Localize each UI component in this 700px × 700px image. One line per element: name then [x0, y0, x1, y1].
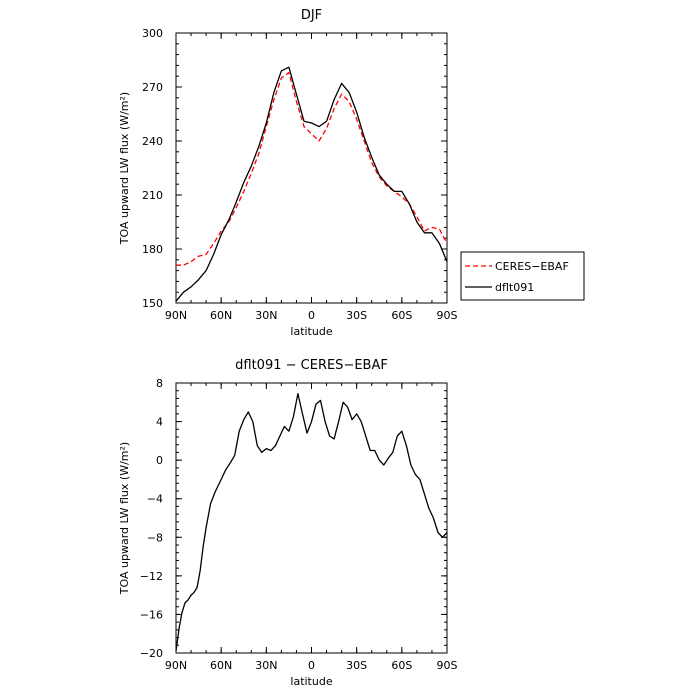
y-tick-label: −20 [140, 647, 163, 660]
x-tick-label: 0 [308, 659, 315, 672]
y-tick-label: −16 [140, 608, 163, 621]
x-tick-label: 90S [437, 309, 458, 322]
y-tick-label: 0 [156, 454, 163, 467]
y-tick-label: 8 [156, 377, 163, 390]
x-tick-label: 30N [255, 659, 277, 672]
series-line-dflt091 [176, 66, 447, 302]
y-tick-label: −12 [140, 570, 163, 583]
x-tick-label: 60N [210, 659, 232, 672]
x-tick-label: 90N [165, 309, 187, 322]
x-axis-label: latitude [290, 675, 332, 688]
x-tick-label: 30N [255, 309, 277, 322]
x-tick-label: 30S [346, 659, 367, 672]
chart-title: DJF [301, 8, 322, 23]
y-tick-label: 4 [156, 416, 163, 429]
plot-frame [175, 32, 448, 304]
x-tick-label: 30S [346, 309, 367, 322]
legend-label: CERES−EBAF [495, 260, 569, 273]
x-tick-label: 0 [308, 309, 315, 322]
legend: CERES−EBAF dflt091 [460, 251, 585, 301]
y-tick-label: 180 [142, 243, 163, 256]
series-line-difference [176, 392, 447, 652]
series-line-ceres-ebaf [176, 71, 447, 266]
y-axis-label: TOA upward LW flux (W/m²) [118, 442, 131, 595]
x-axis-label: latitude [290, 325, 332, 338]
y-tick-label: −4 [147, 493, 163, 506]
legend-box [460, 251, 585, 301]
panel-top: DJF 90N 60N 30N 0 30S 60S 90S 150 180 210 240 270 300… [118, 8, 458, 338]
x-tick-label: 90S [437, 659, 458, 672]
y-axis-label: TOA upward LW flux (W/m²) [118, 92, 131, 245]
plot-frame [175, 382, 448, 654]
y-tick-label: −8 [147, 531, 163, 544]
y-tick-label: 300 [142, 27, 163, 40]
y-tick-label: 240 [142, 135, 163, 148]
panel-bottom: dflt091 − CERES−EBAF 90N 60N 30N 0 30S 60S 90S −… [118, 358, 458, 688]
chart-title: dflt091 − CERES−EBAF [235, 358, 388, 373]
x-tick-label: 90N [165, 659, 187, 672]
legend-label: dflt091 [495, 281, 534, 294]
y-tick-label: 210 [142, 189, 163, 202]
y-tick-label: 150 [142, 297, 163, 310]
x-tick-label: 60N [210, 309, 232, 322]
y-tick-label: 270 [142, 81, 163, 94]
x-tick-label: 60S [391, 309, 412, 322]
x-tick-label: 60S [391, 659, 412, 672]
